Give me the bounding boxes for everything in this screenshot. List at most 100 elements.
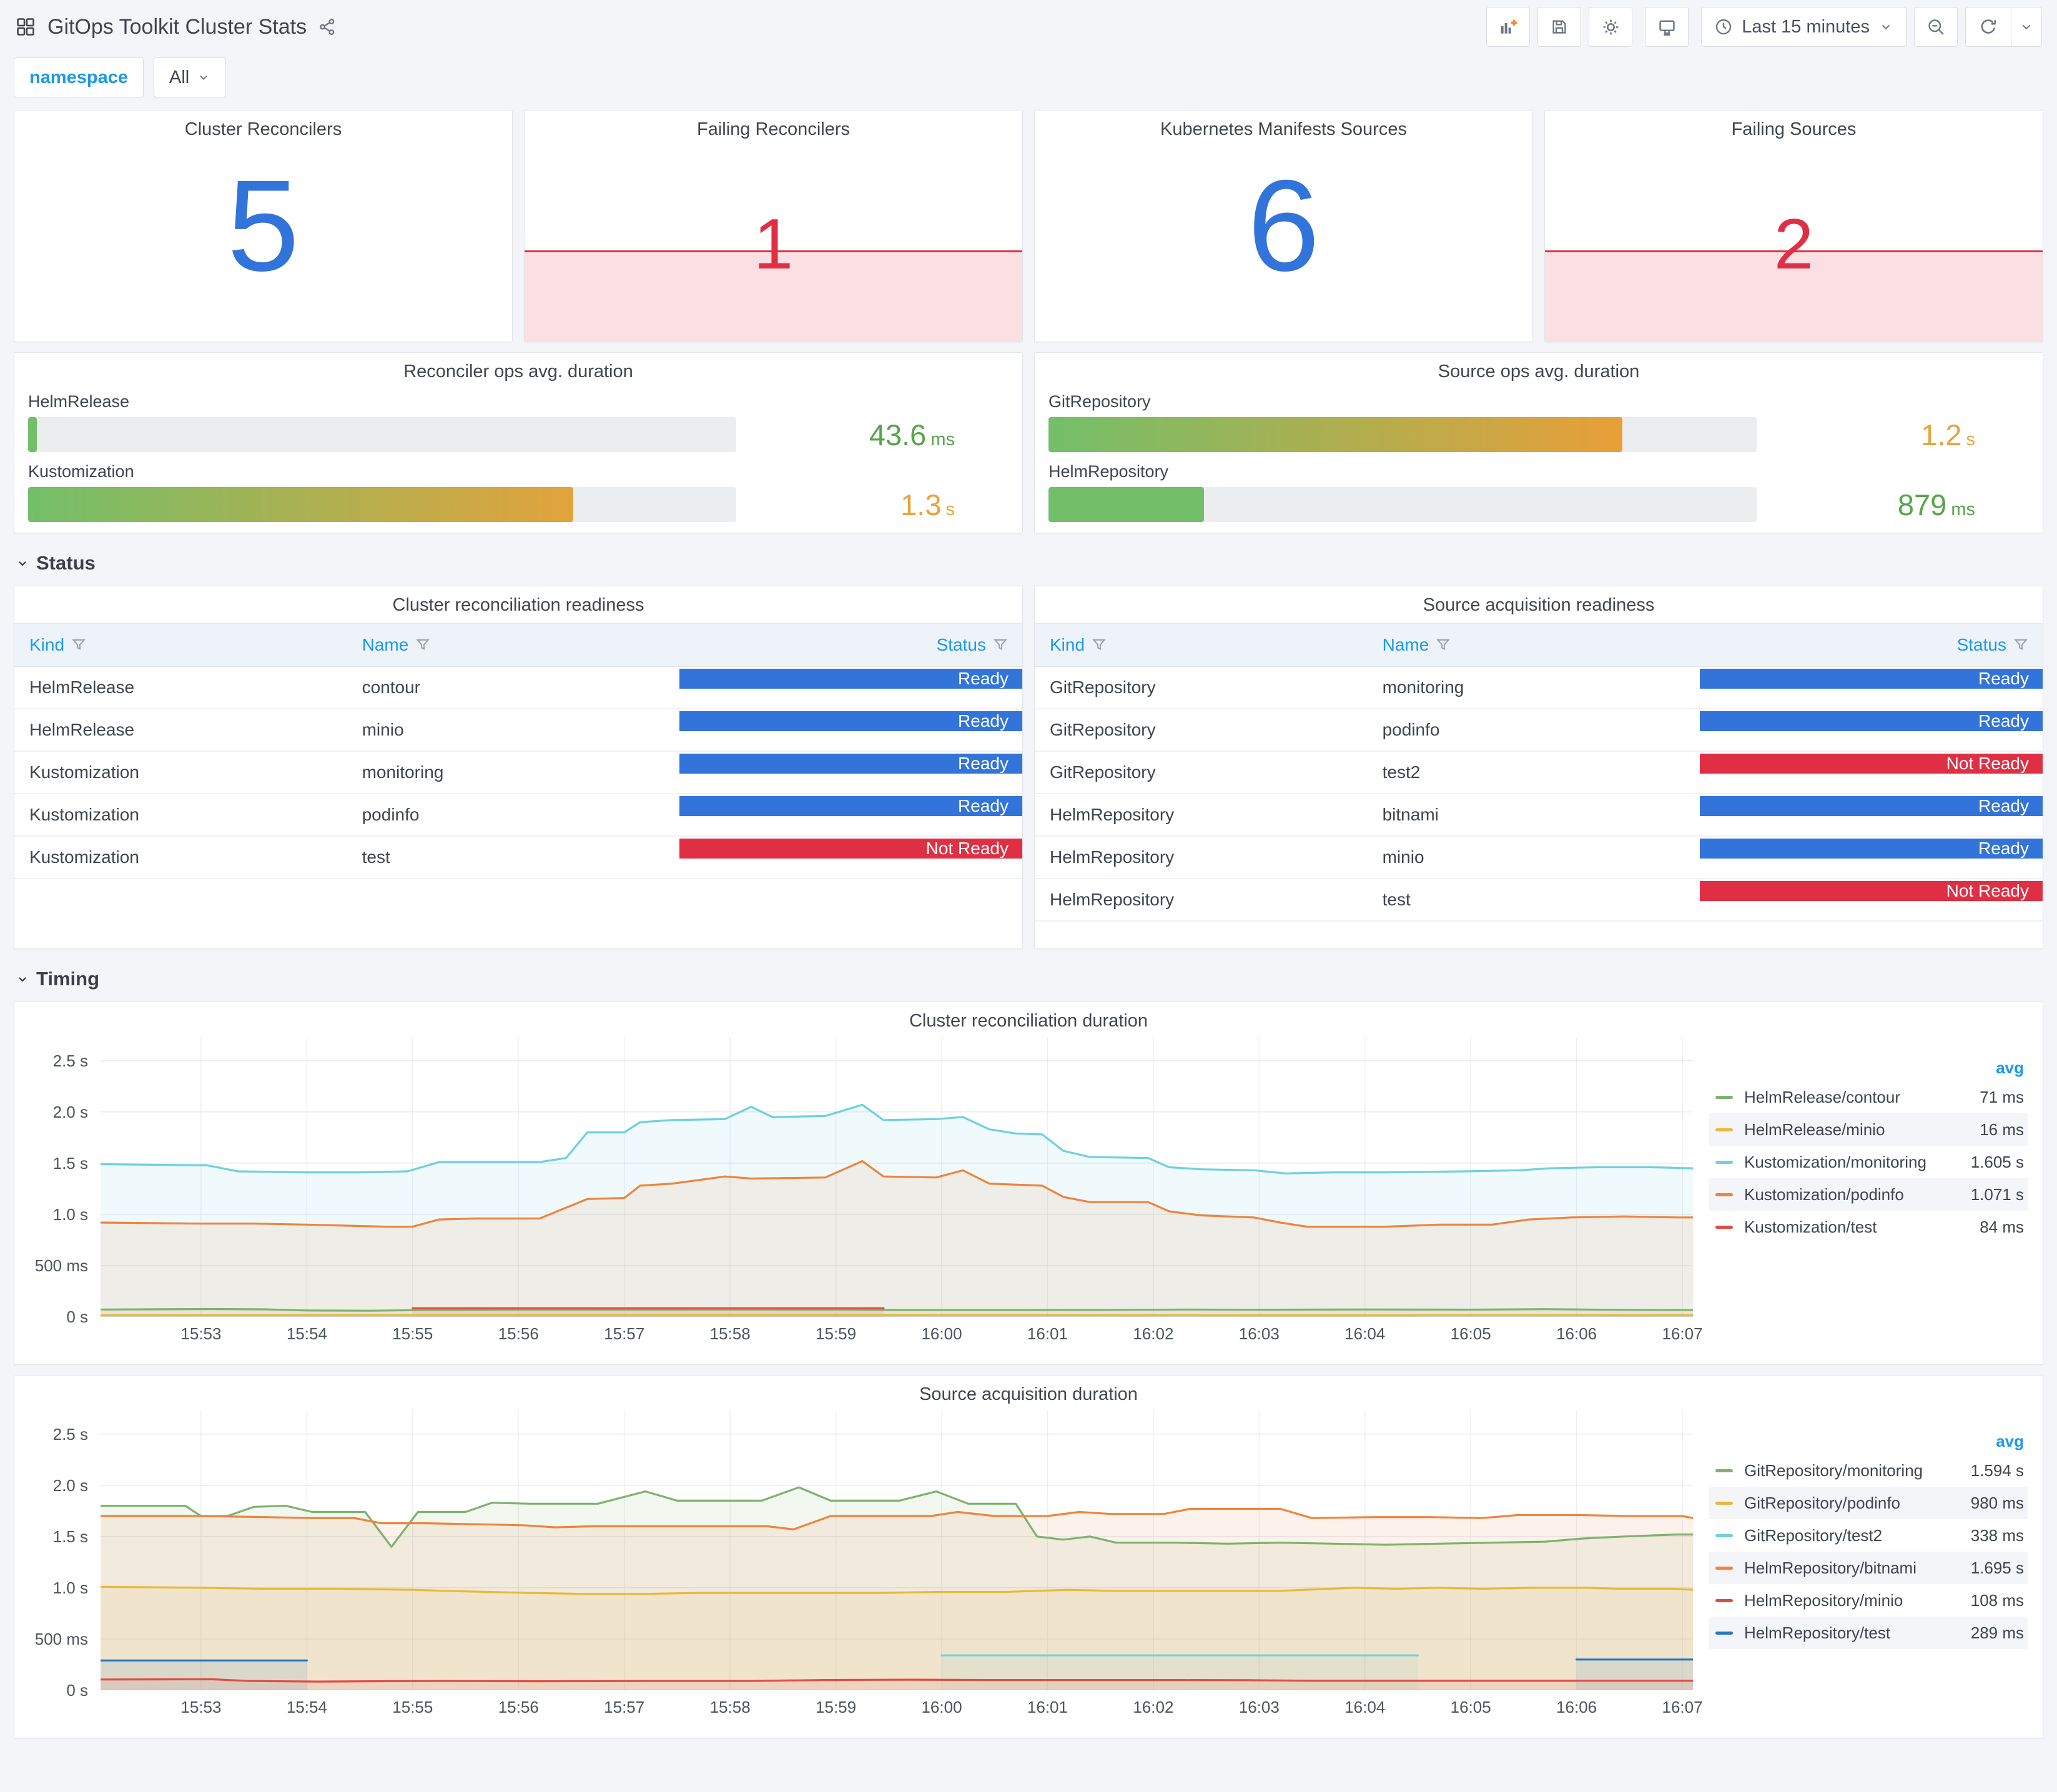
timing-section-header[interactable]: Timing (16, 967, 2043, 992)
legend-series-avg: 1.071 s (1970, 1184, 2024, 1204)
legend-item[interactable]: HelmRepository/bitnami 1.695 s (1709, 1552, 2028, 1584)
column-header-kind[interactable]: Kind (14, 635, 347, 655)
x-tick-label: 15:56 (498, 1698, 539, 1716)
gauge-label: HelmRelease (28, 392, 130, 411)
legend-series-swatch (1715, 1469, 1733, 1472)
legend-series-avg: 1.605 s (1970, 1152, 2024, 1171)
y-tick-label: 0 s (66, 1307, 88, 1326)
x-tick-label: 16:05 (1450, 1324, 1491, 1343)
share-icon[interactable] (318, 17, 337, 36)
cell-kind-text: HelmRelease (29, 677, 135, 697)
stat-panel: Cluster Reconcilers 5 (14, 110, 513, 342)
table-panel-title: Cluster reconciliation readiness (392, 595, 644, 615)
column-header-status[interactable]: Status (1700, 635, 2043, 655)
plot-area: 15:53 15:54 15:55 15:56 15:57 15:58 15:59 16:00… (101, 1037, 1703, 1349)
chart-canvas[interactable] (101, 1410, 1693, 1690)
x-tick-label: 16:03 (1238, 1698, 1280, 1716)
save-dashboard-button[interactable] (1537, 7, 1582, 47)
gauge-label: HelmRepository (1048, 462, 1169, 481)
y-tick-label: 0 s (66, 1681, 88, 1700)
status-badge: Not Ready (1700, 754, 2043, 774)
table-row: HelmRelease contour Ready (14, 667, 1022, 709)
filter-funnel-icon[interactable] (1435, 637, 1451, 653)
cell-name: minio (347, 709, 680, 751)
cell-name-text: test2 (1382, 762, 1421, 782)
legend-item[interactable]: HelmRelease/minio 16 ms (1709, 1113, 2028, 1146)
table-row: Kustomization monitoring Ready (14, 752, 1022, 794)
legend-series-avg: 980 ms (1970, 1493, 2024, 1512)
status-text: Ready (958, 796, 1009, 815)
cell-name-text: test (362, 847, 390, 867)
legend-series-name: GitRepository/monitoring (1744, 1460, 1923, 1480)
column-header-name[interactable]: Name (347, 635, 680, 655)
legend-series-swatch (1715, 1095, 1733, 1099)
y-tick-label: 2.5 s (52, 1424, 88, 1444)
legend-series-avg: 16 ms (1980, 1120, 2024, 1139)
status-badge: Ready (679, 711, 1022, 731)
legend-item[interactable]: Kustomization/monitoring 1.605 s (1709, 1146, 2028, 1178)
namespace-variable-label[interactable]: namespace (14, 57, 144, 97)
legend-item[interactable]: GitRepository/podinfo 980 ms (1709, 1487, 2028, 1519)
filter-funnel-icon[interactable] (415, 637, 431, 653)
zoom-out-button[interactable] (1914, 7, 1958, 47)
status-section-header[interactable]: Status (16, 551, 2043, 576)
filter-funnel-icon[interactable] (71, 637, 87, 653)
cell-name-text: test (1382, 890, 1411, 909)
cell-status: Ready (1700, 794, 2043, 835)
gauge-bar: 1.2 s (1048, 417, 2029, 452)
refresh-button-group (1965, 7, 2042, 47)
add-panel-icon (1498, 17, 1518, 37)
filter-funnel-icon[interactable] (1091, 637, 1107, 653)
stats-row: Cluster Reconcilers 5 Failing Reconcilers 1… (14, 110, 2043, 342)
chart-canvas[interactable] (101, 1037, 1693, 1317)
status-badge: Ready (1700, 839, 2043, 859)
cell-kind-text: Kustomization (29, 805, 139, 824)
x-tick-label: 15:53 (180, 1324, 222, 1343)
dashboard-settings-button[interactable] (1589, 7, 1633, 47)
legend-series-name: HelmRelease/minio (1744, 1120, 1885, 1139)
cell-kind: GitRepository (1035, 667, 1368, 708)
column-header-kind[interactable]: Kind (1035, 635, 1368, 655)
tables-row: Cluster reconciliation readiness Kind Name… (14, 586, 2043, 949)
column-header-name[interactable]: Name (1368, 635, 1700, 655)
namespace-variable-value[interactable]: All (154, 57, 227, 97)
column-header-status[interactable]: Status (679, 635, 1022, 655)
refresh-button[interactable] (1966, 7, 2011, 46)
filter-funnel-icon[interactable] (992, 637, 1009, 653)
x-tick-label: 15:54 (286, 1324, 327, 1343)
legend-item[interactable]: HelmRepository/minio 108 ms (1709, 1584, 2028, 1617)
filter-funnel-icon[interactable] (2013, 637, 2029, 653)
refresh-interval-dropdown[interactable] (2011, 7, 2041, 46)
y-tick-label: 1.5 s (52, 1527, 88, 1546)
chevron-down-icon (1878, 19, 1893, 34)
cell-name: bitnami (1368, 794, 1700, 835)
x-axis-labels: 15:53 15:54 15:55 15:56 15:57 15:58 15:59 16:00… (101, 1698, 1702, 1720)
legend-item[interactable]: HelmRelease/contour 71 ms (1709, 1081, 2028, 1113)
legend-item[interactable]: GitRepository/test2 338 ms (1709, 1519, 2028, 1552)
status-badge: Not Ready (1700, 881, 2043, 901)
cell-status: Ready (679, 709, 1022, 751)
legend-item[interactable]: Kustomization/test 84 ms (1709, 1211, 2028, 1243)
dashboard-header: GitOps Toolkit Cluster Stats (0, 0, 2057, 51)
chart-legend: avg GitRepository/monitoring 1.594 s GitRep… (1693, 1410, 2030, 1723)
time-range-picker[interactable]: Last 15 minutes (1701, 7, 1907, 47)
legend-item[interactable]: HelmRepository/test 289 ms (1709, 1617, 2028, 1649)
timeseries-panel: Source acquisition duration 0 s 500 ms 1.0 … (14, 1375, 2043, 1738)
chart-legend: avg HelmRelease/contour 71 ms HelmRelease/m… (1693, 1037, 2030, 1349)
table-row: Kustomization podinfo Ready (14, 794, 1022, 837)
cell-name: test (347, 837, 680, 878)
toolbar: Last 15 minutes (1486, 7, 2042, 47)
cell-kind-text: HelmRelease (29, 720, 135, 739)
cell-name: contour (347, 667, 680, 708)
legend-item[interactable]: GitRepository/monitoring 1.594 s (1709, 1454, 2028, 1487)
status-badge: Ready (679, 669, 1022, 689)
x-tick-label: 15:57 (604, 1324, 645, 1343)
cell-kind-text: HelmRepository (1050, 890, 1175, 909)
legend-item[interactable]: Kustomization/podinfo 1.071 s (1709, 1178, 2028, 1211)
cell-kind: HelmRelease (14, 667, 347, 708)
status-section-label: Status (36, 552, 96, 574)
x-tick-label: 16:01 (1027, 1324, 1068, 1343)
cycle-view-button[interactable] (1645, 7, 1689, 47)
add-panel-button[interactable] (1486, 7, 1531, 47)
x-tick-label: 15:56 (498, 1324, 539, 1343)
